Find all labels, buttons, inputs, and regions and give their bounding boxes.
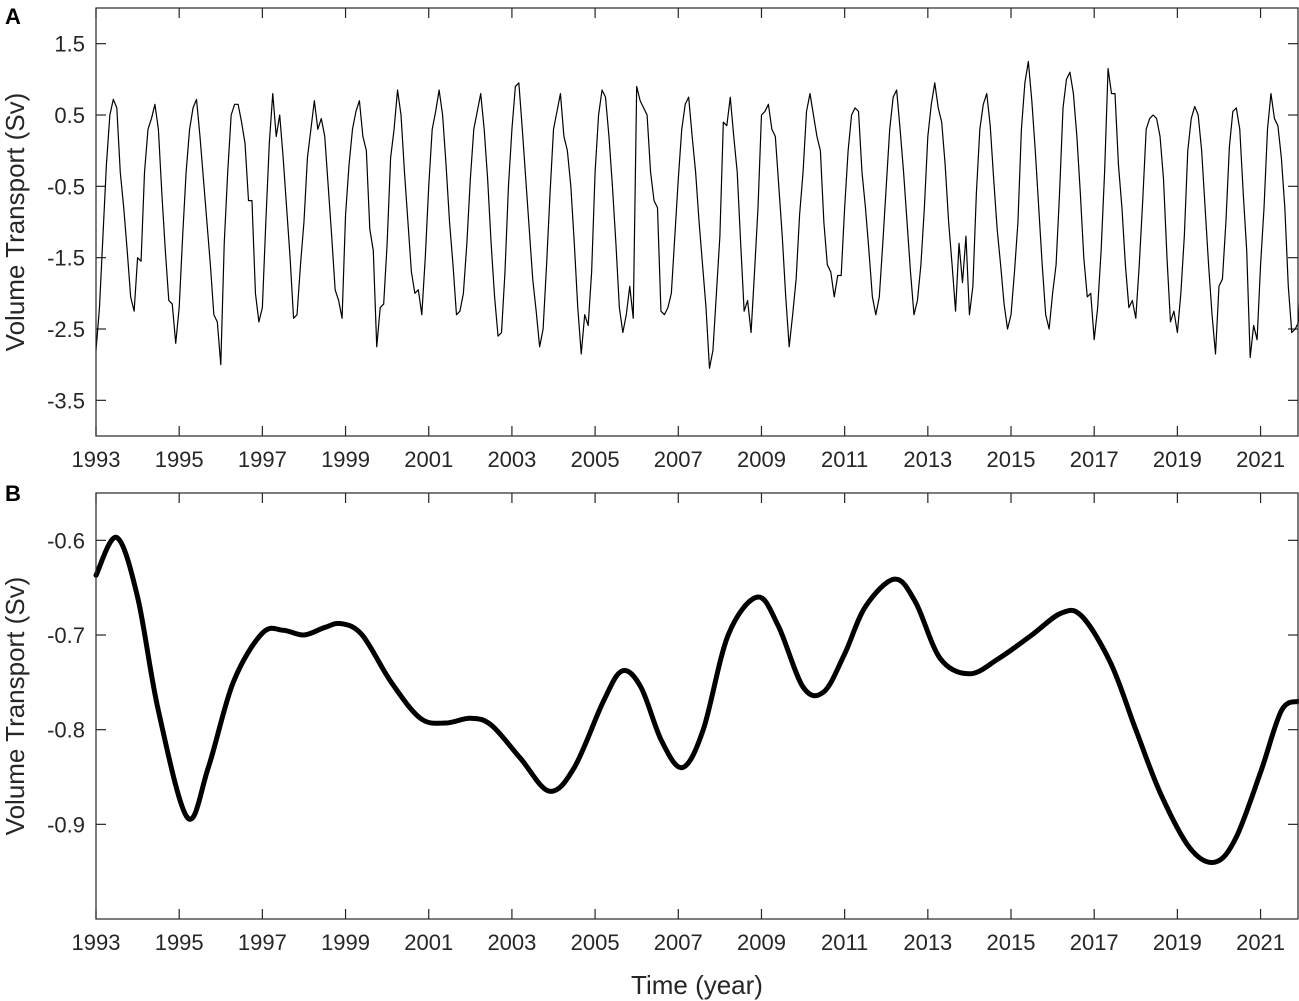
panel-b-xtick-label: 2007 xyxy=(654,930,703,955)
panel-b-xtick-label: 2015 xyxy=(987,930,1036,955)
panel-b-ticks: 1993 1995 1997 1999 2001 2003 2005 2007 2009 2011… xyxy=(47,493,1298,955)
panel-a-xtick-label: 1997 xyxy=(238,447,287,472)
panel-a-ylabel: Volume Transport (Sv) xyxy=(0,93,30,352)
panel-b-xtick-label: 2013 xyxy=(903,930,952,955)
panel-a-xtick-label: 1993 xyxy=(72,447,121,472)
panel-b-xtick-label: 1993 xyxy=(72,930,121,955)
panel-b-xtick-label: 2021 xyxy=(1236,930,1285,955)
panel-b-xtick-label: 2005 xyxy=(571,930,620,955)
panel-a-xtick-label: 2009 xyxy=(737,447,786,472)
panel-b: 1993 1995 1997 1999 2001 2003 2005 2007 2009 2011… xyxy=(0,481,1299,1000)
panel-a-xtick-label: 1995 xyxy=(155,447,204,472)
panel-a-xtick-label: 2011 xyxy=(821,447,868,472)
panel-a-ytick-label: -0.5 xyxy=(47,174,85,199)
panel-a-ytick-label: 0.5 xyxy=(54,103,85,128)
panel-a-xtick-label: 2013 xyxy=(903,447,952,472)
panel-a-xtick-label: 2005 xyxy=(571,447,620,472)
panel-b-xtick-label: 2001 xyxy=(404,930,453,955)
panel-b-letter: B xyxy=(5,481,21,506)
panel-b-ytick-label: -0.9 xyxy=(47,812,85,837)
panel-a-ytick-label: -1.5 xyxy=(47,246,85,271)
panel-b-ylabel: Volume Transport (Sv) xyxy=(0,577,30,836)
panel-a-ytick-label: 1.5 xyxy=(54,32,85,57)
panel-a-xtick-label: 2021 xyxy=(1236,447,1285,472)
panel-a-ytick-label: -2.5 xyxy=(47,317,85,342)
panel-a-xtick-label: 2007 xyxy=(654,447,703,472)
panel-b-xtick-label: 1995 xyxy=(155,930,204,955)
panel-b-xlabel: Time (year) xyxy=(631,970,763,1000)
panel-a-xtick-label: 2017 xyxy=(1070,447,1119,472)
panel-a-xtick-label: 1999 xyxy=(321,447,370,472)
panel-a-series-line xyxy=(95,60,1299,369)
panel-b-background xyxy=(96,493,1298,919)
panel-b-series-line xyxy=(93,534,1299,865)
panel-b-xtick-label: 1999 xyxy=(321,930,370,955)
panel-b-ytick-label: -0.6 xyxy=(47,528,85,553)
panel-a-ticks: 1993 1995 1997 1999 2001 2003 2005 2007 2009 2011… xyxy=(47,8,1298,472)
panel-b-xtick-label: 2017 xyxy=(1070,930,1119,955)
panel-b-xtick-label: 2019 xyxy=(1153,930,1202,955)
panel-a-ytick-label: -3.5 xyxy=(47,388,85,413)
panel-a-xtick-label: 2015 xyxy=(987,447,1036,472)
panel-b-xtick-label: 2011 xyxy=(821,930,868,955)
panel-b-xtick-label: 2003 xyxy=(487,930,536,955)
panel-b-ytick-label: -0.8 xyxy=(47,718,85,743)
panel-b-frame xyxy=(95,492,1299,920)
panel-a-background xyxy=(96,8,1298,436)
panel-b-ytick-label: -0.7 xyxy=(47,623,85,648)
panel-a-frame xyxy=(95,7,1299,437)
panel-a-letter: A xyxy=(5,4,21,29)
panel-a-xtick-label: 2001 xyxy=(404,447,453,472)
panel-a-xtick-label: 2019 xyxy=(1153,447,1202,472)
panel-a-xtick-label: 2003 xyxy=(487,447,536,472)
panel-b-xtick-label: 2009 xyxy=(737,930,786,955)
panel-a: 1993 1995 1997 1999 2001 2003 2005 2007 2009 2011… xyxy=(0,4,1299,472)
panel-b-xtick-label: 1997 xyxy=(238,930,287,955)
